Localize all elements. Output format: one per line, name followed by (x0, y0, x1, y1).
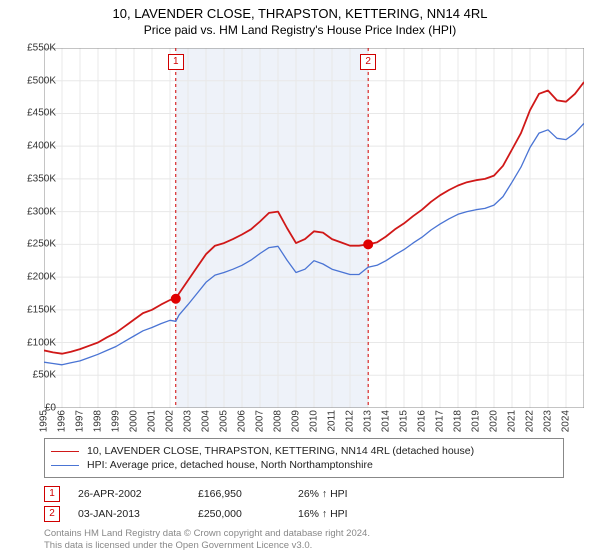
y-tick-label: £500K (16, 75, 56, 86)
legend-row: HPI: Average price, detached house, Nort… (51, 459, 557, 471)
x-tick-label: 2000 (129, 410, 140, 432)
x-tick-label: 2018 (453, 410, 464, 432)
footer-line: This data is licensed under the Open Gov… (44, 540, 370, 552)
page-title: 10, LAVENDER CLOSE, THRAPSTON, KETTERING… (0, 6, 600, 21)
x-tick-label: 2007 (255, 410, 266, 432)
x-tick-label: 2017 (435, 410, 446, 432)
ref-badge: 2 (44, 506, 60, 522)
legend-swatch (51, 451, 79, 452)
legend-swatch (51, 465, 79, 466)
x-tick-label: 2013 (363, 410, 374, 432)
x-tick-label: 2020 (489, 410, 500, 432)
footer: Contains HM Land Registry data © Crown c… (44, 528, 370, 552)
sale-price: £166,950 (198, 488, 298, 500)
y-tick-label: £200K (16, 272, 56, 283)
x-tick-label: 2008 (273, 410, 284, 432)
y-tick-label: £0 (16, 403, 56, 414)
ref-badge: 1 (44, 486, 60, 502)
x-tick-label: 2006 (237, 410, 248, 432)
chart (44, 48, 584, 408)
x-tick-label: 2010 (309, 410, 320, 432)
x-tick-label: 1999 (111, 410, 122, 432)
sale-pct: 16% ↑ HPI (298, 508, 418, 520)
sale-pct: 26% ↑ HPI (298, 488, 418, 500)
x-tick-label: 2023 (543, 410, 554, 432)
table-row: 1 26-APR-2002 £166,950 26% ↑ HPI (44, 484, 418, 504)
x-tick-label: 2015 (399, 410, 410, 432)
x-tick-label: 2001 (147, 410, 158, 432)
footer-line: Contains HM Land Registry data © Crown c… (44, 528, 370, 540)
page-subtitle: Price paid vs. HM Land Registry's House … (0, 23, 600, 37)
y-tick-label: £100K (16, 337, 56, 348)
x-tick-label: 2022 (525, 410, 536, 432)
legend: 10, LAVENDER CLOSE, THRAPSTON, KETTERING… (44, 438, 564, 478)
x-tick-label: 2011 (327, 410, 338, 432)
sale-date: 03-JAN-2013 (78, 508, 198, 520)
x-tick-label: 2009 (291, 410, 302, 432)
x-tick-label: 2014 (381, 410, 392, 432)
x-tick-label: 2002 (165, 410, 176, 432)
x-tick-label: 2021 (507, 410, 518, 432)
x-tick-label: 1998 (93, 410, 104, 432)
x-tick-label: 1997 (75, 410, 86, 432)
y-tick-label: £450K (16, 108, 56, 119)
x-tick-label: 2016 (417, 410, 428, 432)
y-tick-label: £150K (16, 304, 56, 315)
x-tick-label: 2003 (183, 410, 194, 432)
legend-row: 10, LAVENDER CLOSE, THRAPSTON, KETTERING… (51, 445, 557, 457)
x-tick-label: 2024 (561, 410, 572, 432)
ref-badge: 1 (168, 54, 184, 70)
sales-table: 1 26-APR-2002 £166,950 26% ↑ HPI 2 03-JA… (44, 484, 418, 524)
x-tick-label: 1995 (39, 410, 50, 432)
x-tick-label: 1996 (57, 410, 68, 432)
y-tick-label: £550K (16, 43, 56, 54)
x-tick-label: 2004 (201, 410, 212, 432)
x-tick-label: 2019 (471, 410, 482, 432)
ref-badge: 2 (360, 54, 376, 70)
x-tick-label: 2012 (345, 410, 356, 432)
y-tick-label: £350K (16, 173, 56, 184)
y-tick-label: £300K (16, 206, 56, 217)
x-tick-label: 2005 (219, 410, 230, 432)
y-tick-label: £50K (16, 370, 56, 381)
y-tick-label: £250K (16, 239, 56, 250)
sale-date: 26-APR-2002 (78, 488, 198, 500)
sale-price: £250,000 (198, 508, 298, 520)
legend-label: 10, LAVENDER CLOSE, THRAPSTON, KETTERING… (87, 445, 474, 457)
table-row: 2 03-JAN-2013 £250,000 16% ↑ HPI (44, 504, 418, 524)
y-tick-label: £400K (16, 141, 56, 152)
legend-label: HPI: Average price, detached house, Nort… (87, 459, 373, 471)
